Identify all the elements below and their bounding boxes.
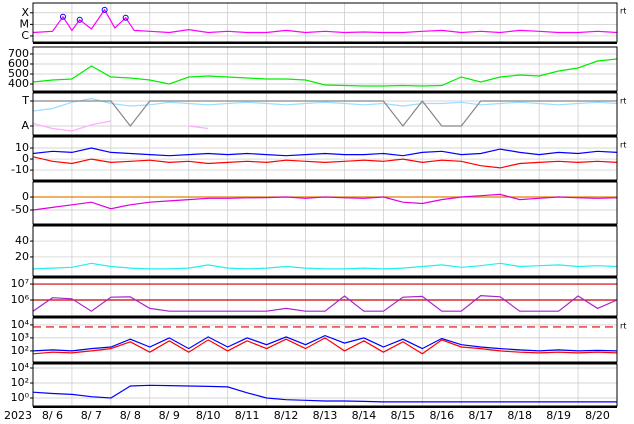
- y-tick-label: 10⁴: [11, 318, 30, 331]
- data-line: [33, 58, 617, 87]
- panel: [33, 137, 617, 180]
- right-label: rt: [620, 7, 626, 16]
- year-label: 2023: [4, 409, 32, 422]
- x-tick-label: 8/ 6: [42, 409, 63, 422]
- panel: [33, 318, 617, 362]
- data-line: [33, 294, 617, 312]
- panel: [33, 93, 617, 135]
- data-line: [33, 97, 617, 112]
- y-tick-label: 10: [15, 141, 29, 154]
- flare-marker: [101, 6, 108, 13]
- panel: [33, 364, 617, 406]
- y-tick-label: C: [21, 29, 29, 42]
- flare-marker: [76, 16, 83, 23]
- panel-frame: [32, 363, 618, 407]
- x-tick-label: 8/19: [546, 409, 571, 422]
- y-tick-label: 20: [15, 250, 29, 263]
- x-tick-label: 8/ 8: [120, 409, 141, 422]
- flare-marker: [122, 14, 129, 21]
- x-tick-label: 8/ 9: [159, 409, 180, 422]
- panel: [33, 226, 617, 276]
- y-tick-label: -10: [11, 163, 29, 176]
- y-tick-label: 10⁴: [11, 361, 30, 374]
- y-tick-label: 10³: [11, 331, 29, 344]
- y-tick-label: 700: [8, 47, 29, 60]
- data-line: [33, 8, 617, 34]
- y-tick-label: 10²: [11, 344, 29, 357]
- y-tick-label: 40: [15, 234, 29, 247]
- panel-frame: [32, 181, 618, 225]
- right-label: rt: [620, 97, 626, 106]
- x-tick-label: 8/18: [507, 409, 532, 422]
- x-tick-label: 8/17: [468, 409, 493, 422]
- y-tick-label: 500: [8, 67, 29, 80]
- right-label: rt: [620, 141, 626, 150]
- x-tick-label: 8/ 7: [81, 409, 102, 422]
- y-tick-label: 10⁰: [11, 391, 30, 404]
- y-tick-label: 400: [8, 77, 29, 90]
- data-line: [33, 193, 617, 211]
- data-line: [33, 120, 209, 132]
- y-tick-label: 600: [8, 57, 29, 70]
- data-line: [33, 147, 617, 157]
- y-tick-label: 10⁶: [11, 293, 30, 306]
- right-label: rt: [620, 322, 626, 331]
- data-line: [33, 384, 617, 403]
- x-tick-label: 8/10: [196, 409, 221, 422]
- x-tick-label: 8/20: [585, 409, 610, 422]
- data-line: [33, 156, 617, 169]
- x-tick-label: 8/11: [235, 409, 260, 422]
- x-tick-label: 8/16: [429, 409, 454, 422]
- y-tick-label: 10²: [11, 376, 29, 389]
- panel: [33, 47, 617, 91]
- y-tick-label: T: [21, 94, 29, 107]
- x-tick-label: 8/13: [313, 409, 338, 422]
- y-tick-label: -50: [11, 203, 29, 216]
- x-tick-label: 8/12: [274, 409, 299, 422]
- panel: [33, 278, 617, 316]
- data-line: [33, 262, 617, 270]
- flare-marker: [59, 13, 66, 20]
- x-tick-label: 8/15: [391, 409, 416, 422]
- x-tick-label: 8/14: [352, 409, 377, 422]
- data-line: [33, 337, 617, 355]
- panel-frame: [32, 136, 618, 181]
- y-tick-label: M: [20, 17, 30, 30]
- panel: [33, 182, 617, 224]
- y-tick-label: 0: [22, 152, 29, 165]
- y-tick-label: 0: [22, 190, 29, 203]
- data-line: [33, 334, 617, 352]
- data-line: [33, 100, 617, 127]
- y-tick-label: X: [21, 6, 29, 19]
- panel: [33, 3, 617, 42]
- y-tick-label: A: [21, 119, 29, 132]
- y-tick-label: 10⁷: [11, 277, 29, 290]
